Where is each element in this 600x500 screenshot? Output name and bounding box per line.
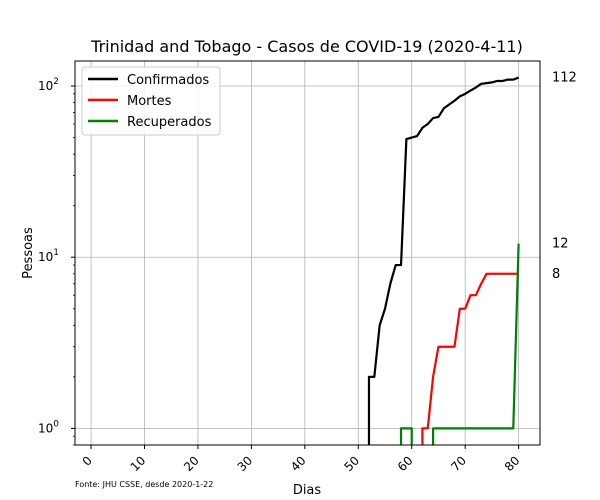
legend-label-mortes: Mortes (127, 94, 172, 109)
legend-label-recuperados: Recuperados (127, 115, 212, 130)
y-axis-label: Pessoas (21, 227, 36, 279)
source-footnote: Fonte: JHU CSSE, desde 2020-1-22 (75, 480, 213, 489)
end-label-recuperados: 12 (552, 237, 569, 252)
legend-box (81, 66, 221, 136)
y-axis: 100 101 102 (38, 77, 75, 446)
y-tick-label: 102 (38, 77, 59, 93)
series-line-confirmados (367, 76, 520, 445)
chart-title: Trinidad and Tobago - Casos de COVID-19 … (90, 37, 523, 56)
legend-label-confirmados: Confirmados (127, 73, 209, 88)
y-tick-label: 100 (38, 419, 59, 435)
legend: Confirmados Mortes Recuperados (81, 66, 221, 136)
end-label-mortes: 8 (552, 267, 560, 282)
end-labels: 112 8 12 (552, 71, 577, 282)
series-line-recuperados (399, 243, 520, 445)
x-axis-label: Dias (293, 483, 322, 498)
end-label-confirmados: 112 (552, 71, 577, 86)
y-tick-label: 101 (38, 248, 59, 264)
series-line-mortes (421, 272, 519, 445)
plot-frame (74, 60, 541, 446)
series-lines (367, 76, 520, 445)
